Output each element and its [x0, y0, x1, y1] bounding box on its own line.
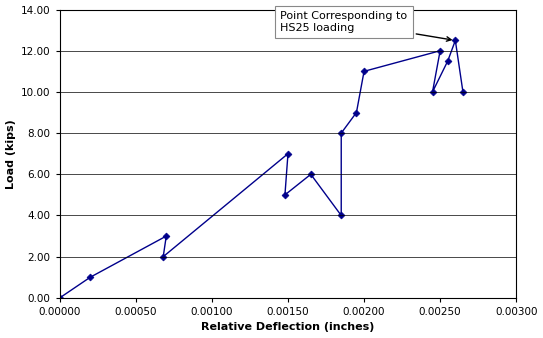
X-axis label: Relative Deflection (inches): Relative Deflection (inches): [201, 322, 375, 333]
Y-axis label: Load (kips): Load (kips): [5, 119, 16, 189]
Text: Point Corresponding to
HS25 loading: Point Corresponding to HS25 loading: [280, 11, 451, 41]
